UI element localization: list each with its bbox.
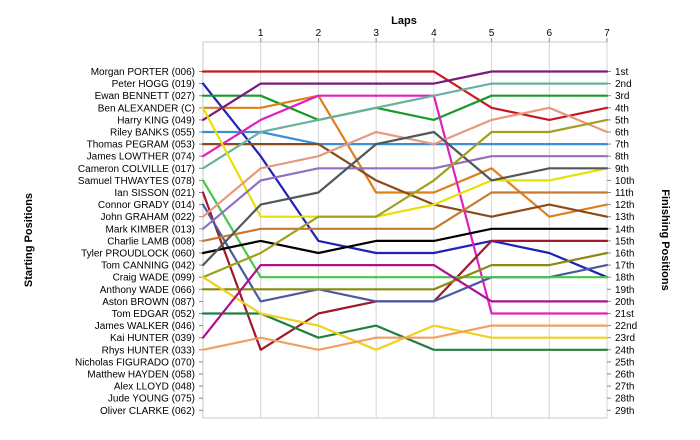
starting-position-label: Matthew HAYDEN (058) [87, 370, 195, 381]
series-line-17 [201, 191, 609, 242]
starting-position-label: Tom EDGAR (052) [112, 309, 195, 320]
series-line-20 [201, 251, 609, 291]
x-axis-title: Laps [391, 15, 417, 27]
starting-position-label: Peter HOGG (019) [112, 79, 195, 90]
finishing-position-label: 24th [615, 345, 634, 356]
series-line-15 [201, 155, 609, 230]
finishing-position-label: 7th [615, 140, 629, 151]
series-line-6 [201, 130, 609, 146]
starting-position-label: James LOWTHER (074) [87, 152, 195, 163]
x-tick-label: 7 [604, 28, 610, 39]
starting-position-label: John GRAHAM (022) [101, 212, 195, 223]
series-line-19 [201, 118, 609, 279]
series-line-13 [201, 179, 609, 279]
series-line-10 [201, 106, 609, 218]
starting-position-label: Ian SISSON (021) [114, 188, 195, 199]
y-axis-title-left: Starting Positions [23, 193, 35, 287]
finishing-position-label: 11th [615, 188, 634, 199]
finishing-position-label: 28th [615, 394, 634, 405]
finishing-position-label: 14th [615, 224, 634, 235]
finishing-position-label: 17th [615, 261, 634, 272]
finishing-position-label: 1st [615, 67, 629, 78]
finishing-position-label: 12th [615, 200, 634, 211]
x-tick-label: 3 [373, 28, 379, 39]
finishing-position-label: 15th [615, 236, 634, 247]
starting-position-label: Craig WADE (099) [113, 273, 195, 284]
finishing-position-label: 6th [615, 128, 629, 139]
starting-position-label: Tom CANNING (042) [101, 261, 195, 272]
starting-position-label: Rhys HUNTER (033) [102, 345, 195, 356]
starting-position-label: Riley BANKS (055) [110, 128, 195, 139]
series-line-23 [201, 264, 609, 339]
finishing-position-label: 22nd [615, 321, 637, 332]
starting-position-label: Nicholas FIGURADO (070) [75, 357, 195, 368]
finishing-position-label: 9th [615, 164, 629, 175]
finishing-position-label: 27th [615, 382, 634, 393]
x-tick-label: 5 [489, 28, 495, 39]
starting-position-label: Thomas PEGRAM (053) [87, 140, 195, 151]
x-tick-label: 2 [316, 28, 322, 39]
finishing-position-label: 25th [615, 357, 634, 368]
series-line-9 [201, 82, 609, 170]
finishing-position-label: 18th [615, 273, 634, 284]
x-tick-label: 4 [431, 28, 437, 39]
series-line-1 [201, 70, 609, 122]
series-line-3 [201, 94, 609, 122]
finishing-position-label: 20th [615, 297, 634, 308]
starting-position-label: Connor GRADY (014) [98, 200, 195, 211]
series-line-5 [201, 70, 609, 122]
finishing-position-label: 8th [615, 152, 629, 163]
starting-position-label: Ben ALEXANDER (C) [98, 103, 195, 114]
starting-position-label: Ewan BENNETT (027) [95, 91, 195, 102]
starting-position-label: James WALKER (046) [95, 321, 195, 332]
starting-position-label: Samuel THWAYTES (078) [78, 176, 195, 187]
starting-position-label: Charlie LAMB (008) [107, 236, 195, 247]
finishing-position-label: 29th [615, 406, 634, 417]
series-line-16 [201, 227, 609, 255]
starting-position-label: Tyler PROUDLOCK (060) [81, 249, 195, 260]
finishing-position-label: 5th [615, 115, 629, 126]
x-tick-label: 6 [547, 28, 553, 39]
finishing-position-label: 16th [615, 249, 634, 260]
finishing-position-label: 2nd [615, 79, 632, 90]
starting-position-label: Kai HUNTER (039) [110, 333, 195, 344]
finishing-position-label: 3rd [615, 91, 629, 102]
series-line-2 [201, 82, 609, 279]
series-line-18 [201, 130, 609, 267]
y-axis-title-right: Finishing Positions [659, 189, 671, 290]
starting-position-label: Aston BROWN (087) [102, 297, 195, 308]
starting-position-label: Jude YOUNG (075) [108, 394, 195, 405]
starting-position-label: Oliver CLARKE (062) [100, 406, 195, 417]
finishing-position-label: 4th [615, 103, 629, 114]
series-line-8 [201, 94, 609, 315]
finishing-position-label: 10th [615, 176, 634, 187]
finishing-position-label: 13th [615, 212, 634, 223]
series-line-24 [201, 324, 609, 351]
finishing-position-label: 23rd [615, 333, 635, 344]
starting-position-label: Harry KING (049) [117, 115, 195, 126]
x-tick-label: 1 [258, 28, 264, 39]
finishing-position-label: 26th [615, 370, 634, 381]
series-line-7 [201, 143, 609, 218]
starting-position-label: Anthony WADE (066) [100, 285, 195, 296]
plot-area [202, 41, 608, 419]
starting-position-label: Morgan PORTER (006) [91, 67, 195, 78]
starting-position-label: Alex LLOYD (048) [114, 382, 195, 393]
starting-position-label: Cameron COLVILLE (017) [78, 164, 195, 175]
starting-position-label: Mark KIMBER (013) [106, 224, 195, 235]
finishing-position-label: 19th [615, 285, 634, 296]
finishing-position-label: 21st [615, 309, 634, 320]
